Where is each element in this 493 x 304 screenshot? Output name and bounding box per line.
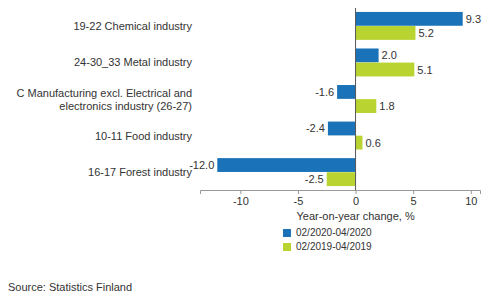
x-axis: -10 -5 0 5 10 xyxy=(201,190,481,207)
category-label: 24-30_33 Metal industry xyxy=(74,56,193,68)
y-axis: 19-22 Chemical industry 24-30_33 Metal in… xyxy=(17,20,200,178)
x-tick-mark xyxy=(413,190,414,194)
x-tick-mark xyxy=(240,190,241,194)
category-label-line: C Manufacturing excl. Electrical and xyxy=(17,87,192,99)
data-label: -2.5 xyxy=(305,173,324,185)
series-bars xyxy=(217,12,462,172)
bar xyxy=(356,136,363,150)
category-label: 19-22 Chemical industry xyxy=(73,20,192,32)
chart: -10 -5 0 5 10 Year-on-year change, % 19-22 Che… xyxy=(0,0,493,304)
category-label-line: 16-17 Forest industry xyxy=(88,166,192,178)
data-labels: 9.3 2.0 -1.6 -2.4 -12.0 5.2 5.1 1.8 0.6 -2.5 xyxy=(189,13,481,185)
category-label-line: electronics industry (26-27) xyxy=(59,100,192,112)
y-tick: 24-30_33 Metal industry xyxy=(74,56,200,68)
bar xyxy=(328,122,356,136)
bar xyxy=(356,48,379,62)
category-label: C Manufacturing excl. Electrical andelec… xyxy=(17,87,192,112)
x-tick: 5 xyxy=(411,190,417,207)
y-tick: C Manufacturing excl. Electrical andelec… xyxy=(17,87,200,112)
legend-swatch xyxy=(283,229,291,237)
x-axis-line xyxy=(201,191,481,195)
x-tick: -5 xyxy=(294,190,304,207)
legend: 02/2020-04/2020 02/2019-04/2019 xyxy=(283,227,372,252)
data-label: -2.4 xyxy=(306,122,325,134)
data-label: 5.1 xyxy=(417,64,432,76)
x-tick-mark xyxy=(471,190,472,194)
x-axis-title: Year-on-year change, % xyxy=(296,210,414,222)
zero-line xyxy=(355,8,356,190)
bar xyxy=(337,85,355,99)
x-tick-mark xyxy=(356,190,357,194)
bar xyxy=(327,172,356,186)
series-bars xyxy=(327,26,416,186)
bars xyxy=(217,12,462,186)
bar xyxy=(356,63,415,77)
x-tick-label: 0 xyxy=(353,195,359,207)
y-tick: 16-17 Forest industry xyxy=(88,166,200,178)
data-label: 9.3 xyxy=(466,13,481,25)
y-tick: 10-11 Food industry xyxy=(95,130,200,142)
data-label: 1.8 xyxy=(379,100,394,112)
x-tick-mark xyxy=(298,190,299,194)
category-label-line: 10-11 Food industry xyxy=(95,130,193,142)
category-label-line: 24-30_33 Metal industry xyxy=(74,56,193,68)
category-label: 16-17 Forest industry xyxy=(88,166,192,178)
bar xyxy=(217,158,355,172)
x-tick: 0 xyxy=(353,190,359,207)
data-label: 2.0 xyxy=(382,49,397,61)
data-label: 5.2 xyxy=(418,27,433,39)
x-tick-label: -10 xyxy=(233,195,249,207)
x-tick-label: 10 xyxy=(465,195,477,207)
data-label: -12.0 xyxy=(189,159,214,171)
legend-entry: 02/2019-04/2019 xyxy=(283,241,372,252)
legend-swatch xyxy=(283,243,291,251)
category-label: 10-11 Food industry xyxy=(95,130,193,142)
data-label: -1.6 xyxy=(315,86,334,98)
bar xyxy=(356,99,377,113)
category-label-line: 19-22 Chemical industry xyxy=(73,20,192,32)
x-tick-label: 5 xyxy=(411,195,417,207)
data-label: 0.6 xyxy=(365,137,380,149)
legend-label: 02/2020-04/2020 xyxy=(296,227,372,238)
bar xyxy=(356,26,416,40)
bar xyxy=(356,12,463,26)
legend-label: 02/2019-04/2019 xyxy=(296,241,372,252)
x-tick: 10 xyxy=(465,190,477,207)
x-tick: -10 xyxy=(233,190,249,207)
y-tick: 19-22 Chemical industry xyxy=(73,20,200,32)
legend-entry: 02/2020-04/2020 xyxy=(283,227,372,238)
source: Source: Statistics Finland xyxy=(8,281,132,293)
x-tick-label: -5 xyxy=(294,195,304,207)
